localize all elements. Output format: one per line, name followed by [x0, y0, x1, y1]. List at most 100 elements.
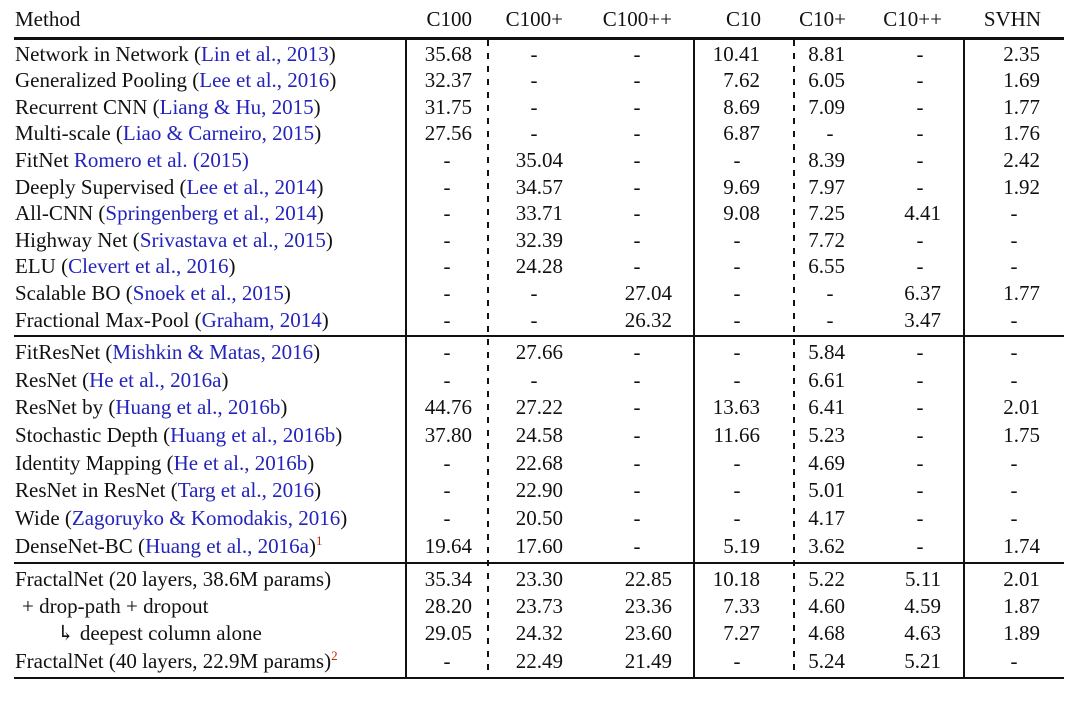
metric-value: 7.27 [723, 621, 760, 646]
method-cell: Stochastic Depth (Huang et al., 2016b) [14, 422, 406, 450]
metric-value: 17.60 [515, 533, 563, 558]
metric-value: 37.80 [424, 422, 472, 447]
method-cell: Generalized Pooling (Lee et al., 2016) [14, 67, 406, 94]
empty-value: - [633, 395, 641, 420]
citation-link[interactable]: He et al., 2016a [89, 367, 222, 392]
empty-value: - [826, 121, 834, 146]
method-cell: Network in Network (Lin et al., 2013) [14, 41, 406, 68]
citation-link[interactable]: Clevert et al., 2016 [68, 254, 229, 279]
metric-value: 35.34 [424, 567, 472, 592]
results-table: Method C100 C100+ C100++ C10 C10+ C10++ … [14, 4, 1064, 680]
method-name-suffix: ) [308, 533, 316, 558]
method-name-suffix: ) [340, 506, 348, 531]
metric-value: 27.66 [515, 339, 563, 364]
method-name: Scalable BO ( [15, 280, 133, 305]
empty-value: - [826, 307, 834, 332]
table-body: Network in Network (Lin et al., 2013) 35.… [14, 39, 1064, 677]
empty-value: - [443, 339, 451, 364]
metric-value: 23.60 [624, 621, 672, 646]
method-name: ELU ( [15, 254, 69, 279]
empty-value: - [633, 254, 641, 279]
citation-link[interactable]: Huang et al., 2016b [115, 395, 281, 420]
metric-value: 22.85 [624, 567, 672, 592]
column-header-c100plusplus: C100++ [602, 7, 672, 31]
metric-value: 2.01 [1003, 567, 1040, 592]
metric-value: 22.68 [515, 450, 563, 475]
method-name-suffix: ) [313, 94, 321, 119]
metric-value: 4.59 [904, 594, 941, 619]
empty-value: - [916, 147, 924, 172]
empty-value: - [633, 367, 641, 392]
method-name: Generalized Pooling ( [15, 68, 200, 93]
table-row: ResNet (He et al., 2016a) - - - - 6.61 - - [14, 367, 1064, 395]
empty-value: - [733, 367, 741, 392]
metric-value: 26.32 [624, 307, 672, 332]
column-header-c100plus: C100+ [505, 7, 563, 31]
metric-value: 8.69 [723, 94, 760, 119]
citation-link[interactable]: Lee et al., 2016 [199, 68, 330, 93]
table-row: Deeply Supervised (Lee et al., 2014) - 34.… [14, 174, 1064, 201]
empty-value: - [1010, 478, 1018, 503]
method-cell: All-CNN (Springenberg et al., 2014) [14, 200, 406, 227]
method-name-suffix: ) [283, 280, 291, 305]
method-name: FractalNet (40 layers, 22.9M params) [15, 648, 332, 673]
method-cell: + drop-path + dropout [14, 593, 406, 620]
metric-value: 31.75 [424, 94, 472, 119]
metric-value: 4.69 [808, 450, 845, 475]
empty-value: - [443, 307, 451, 332]
citation-link[interactable]: Liang & Hu, 2015 [159, 94, 314, 119]
column-header-c10: C10 [725, 7, 761, 31]
method-cell: Recurrent CNN (Liang & Hu, 2015) [14, 94, 406, 121]
method-name: Identity Mapping ( [15, 450, 174, 475]
column-header-c10plus: C10+ [799, 7, 846, 31]
vertical-rule-solid-1 [405, 39, 407, 677]
metric-value: 3.62 [808, 533, 845, 558]
empty-value: - [733, 339, 741, 364]
metric-value: 7.62 [723, 68, 760, 93]
method-name: Deeply Supervised ( [15, 174, 187, 199]
method-name-suffix: ) [316, 201, 324, 226]
empty-value: - [916, 68, 924, 93]
citation-link[interactable]: Lin et al., 2013 [201, 41, 329, 66]
method-cell: Wide (Zagoruyko & Komodakis, 2016) [14, 505, 406, 533]
table-row: FractalNet (40 layers, 22.9M params)2-22… [14, 648, 1064, 675]
method-cell: FitResNet (Mishkin & Matas, 2016) [14, 339, 406, 367]
method-cell: Deeply Supervised (Lee et al., 2014) [14, 174, 406, 201]
citation-link[interactable]: Targ et al., 2016 [177, 478, 315, 503]
citation-link[interactable]: Mishkin & Matas, 2016 [112, 339, 314, 364]
empty-value: - [443, 227, 451, 252]
method-name: + drop-path + dropout [22, 594, 209, 619]
citation-link[interactable]: Liao & Carneiro, 2015 [122, 121, 315, 146]
citation-link[interactable]: Snoek et al., 2015 [132, 280, 284, 305]
bottom-rule [14, 676, 1064, 680]
empty-value: - [530, 367, 538, 392]
citation-link[interactable]: Huang et al., 2016a [145, 533, 309, 558]
citation-link[interactable]: He et al., 2016b [173, 450, 308, 475]
citation-link[interactable]: Zagoruyko & Komodakis, 2016 [71, 506, 341, 531]
metric-value: 9.69 [723, 174, 760, 199]
metric-value: 24.58 [515, 422, 563, 447]
empty-value: - [633, 478, 641, 503]
empty-value: - [1010, 254, 1018, 279]
table-row: Highway Net (Srivastava et al., 2015) - 32… [14, 227, 1064, 254]
empty-value: - [1010, 506, 1018, 531]
metric-value: 29.05 [424, 621, 472, 646]
citation-link[interactable]: Srivastava et al., 2015 [139, 227, 326, 252]
column-header-method: Method [15, 7, 81, 31]
metric-value: 4.17 [808, 506, 845, 531]
metric-value: 27.22 [515, 395, 563, 420]
metric-value: 9.08 [723, 201, 760, 226]
empty-value: - [733, 307, 741, 332]
citation-link[interactable]: Lee et al., 2014 [186, 174, 317, 199]
method-cell: FractalNet (40 layers, 22.9M params)2 [14, 648, 406, 675]
citation-link[interactable]: Graham, 2014 [201, 307, 322, 332]
citation-link[interactable]: Huang et al., 2016b [170, 422, 336, 447]
table-row: Identity Mapping (He et al., 2016b) - 22.6… [14, 450, 1064, 478]
method-name-suffix: ) [314, 121, 322, 146]
citation-link[interactable]: Romero et al. (2015) [73, 147, 249, 172]
citation-link[interactable]: Springenberg et al., 2014 [105, 201, 317, 226]
table-row: ↳ deepest column alone 29.05 24.32 23.60 7.2… [14, 620, 1064, 647]
method-name: Wide ( [15, 506, 72, 531]
metric-value: 4.60 [808, 594, 845, 619]
